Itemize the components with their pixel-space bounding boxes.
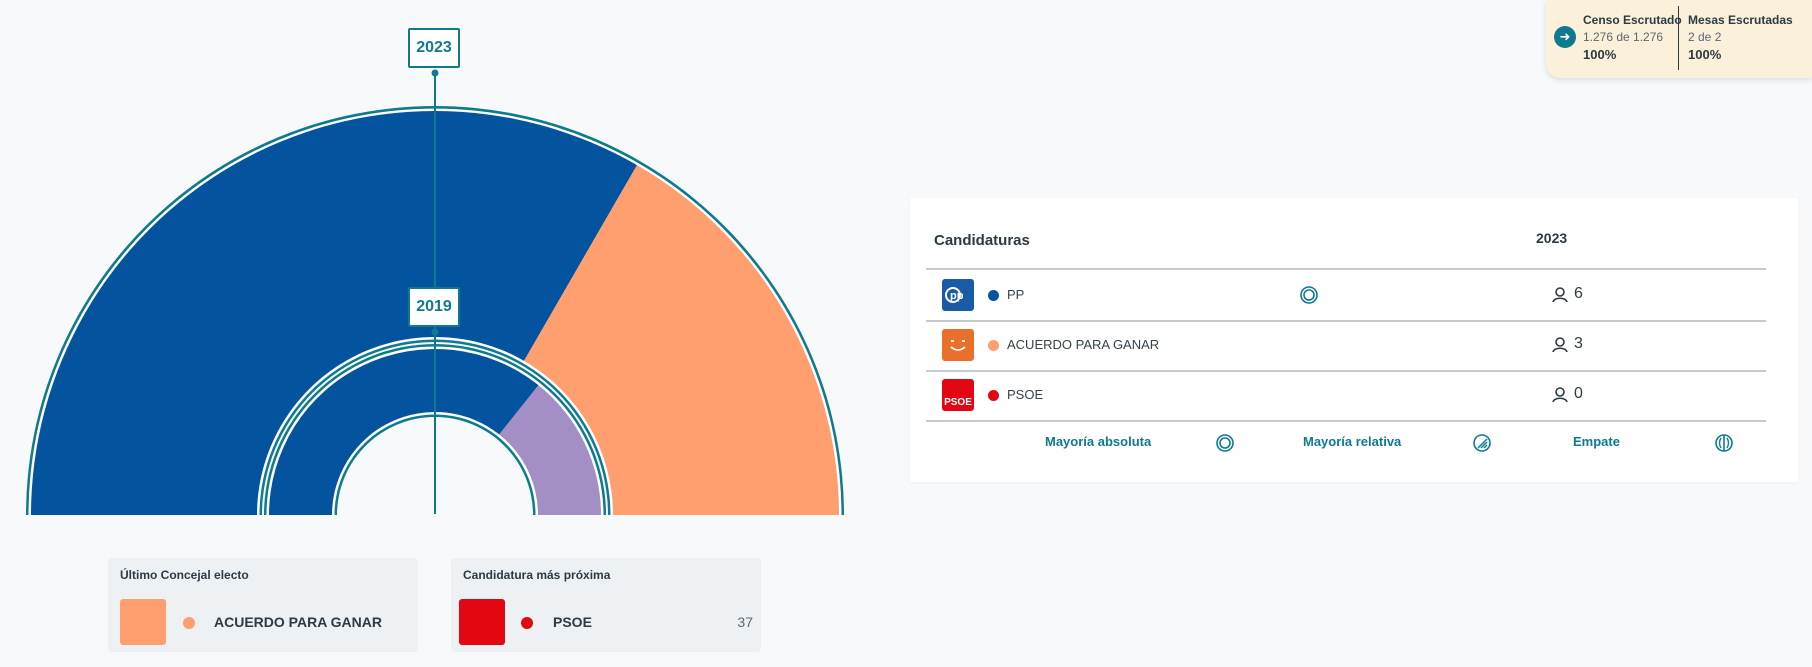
- svg-text:pp: pp: [950, 290, 964, 302]
- censo-title: Censo Escrutado: [1583, 13, 1682, 27]
- seat-count: 3: [1574, 335, 1583, 352]
- inner-hemicycle: [264, 344, 606, 515]
- tie-icon: [1715, 434, 1733, 457]
- candidatura-proxima-party: PSOE: [553, 614, 592, 630]
- party-color-dot: [521, 617, 533, 629]
- absolute-majority-icon: [1300, 286, 1318, 309]
- party-name: ACUERDO PARA GANAR: [1007, 337, 1160, 352]
- pp-logo-icon: pp: [942, 279, 974, 311]
- table-row-pp[interactable]: pp PP 6: [926, 270, 1766, 322]
- relative-majority-icon: [1473, 434, 1491, 457]
- inner-segment-1[interactable]: [499, 385, 601, 515]
- mesas-percent: 100%: [1688, 47, 1722, 62]
- scrutiny-status: ➜ Censo Escrutado 1.276 de 1.276 100% Me…: [1546, 0, 1812, 78]
- outer-segment-0[interactable]: [31, 111, 637, 516]
- party-color-dot: [183, 617, 195, 629]
- table-row-psoe[interactable]: PSOE PSOE 0: [926, 370, 1766, 422]
- outer-segment-1[interactable]: [524, 165, 839, 515]
- party-color-dot: [988, 390, 999, 401]
- candidatura-proxima-box: Candidatura más próxima PSOE 37: [451, 558, 761, 652]
- censo-count: 1.276 de 1.276: [1583, 30, 1664, 44]
- year-tag-2019[interactable]: 2019: [408, 287, 460, 327]
- ultimo-concejal-box: Último Concejal electo ACUERDO PARA GANA…: [108, 558, 418, 652]
- candidatura-proxima-title: Candidatura más próxima: [463, 568, 611, 582]
- seat-count: 0: [1574, 385, 1583, 402]
- party-color-swatch: [120, 599, 166, 645]
- mesas-count: 2 de 2: [1688, 30, 1722, 44]
- mesas-title: Mesas Escrutadas: [1688, 13, 1793, 27]
- acuerdo-logo-icon: [942, 329, 974, 361]
- arrow-right-icon[interactable]: ➜: [1554, 26, 1576, 48]
- absolute-majority-icon: [1216, 434, 1234, 457]
- outer-hemicycle: [26, 106, 844, 516]
- status-divider: [1678, 6, 1679, 70]
- legend-empate: Empate: [1573, 434, 1620, 449]
- candidaturas-table: Candidaturas 2023 pp PP 6 ACUERDO PARA G…: [910, 198, 1798, 482]
- legend-mayoria-absoluta: Mayoría absoluta: [1045, 434, 1152, 449]
- ultimo-concejal-party: ACUERDO PARA GANAR: [214, 614, 382, 630]
- party-name: PSOE: [1007, 387, 1044, 402]
- party-color-dot: [988, 340, 999, 351]
- year-tag-2023[interactable]: 2023: [408, 28, 460, 68]
- hemicycle-chart: [26, 69, 844, 516]
- party-name: PP: [1007, 287, 1025, 302]
- table-divider: [926, 268, 1766, 270]
- person-icon: [1552, 337, 1568, 358]
- ultimo-concejal-title: Último Concejal electo: [120, 568, 249, 582]
- censo-percent: 100%: [1583, 47, 1617, 62]
- header-candidaturas: Candidaturas: [934, 232, 1030, 249]
- seat-count: 6: [1574, 285, 1583, 302]
- person-icon: [1552, 287, 1568, 308]
- party-color-swatch: [459, 599, 505, 645]
- candidatura-proxima-votes: 37: [737, 614, 753, 630]
- inner-segment-0[interactable]: [269, 349, 539, 515]
- inner-axis-dot: [431, 328, 439, 336]
- party-color-dot: [988, 290, 999, 301]
- legend-mayoria-relativa: Mayoría relativa: [1303, 434, 1402, 449]
- person-icon: [1552, 387, 1568, 408]
- outer-axis-dot: [431, 69, 439, 77]
- table-row-acuerdo[interactable]: ACUERDO PARA GANAR 3: [926, 320, 1766, 372]
- psoe-logo-icon: PSOE: [942, 379, 974, 411]
- header-year[interactable]: 2023: [1536, 230, 1568, 246]
